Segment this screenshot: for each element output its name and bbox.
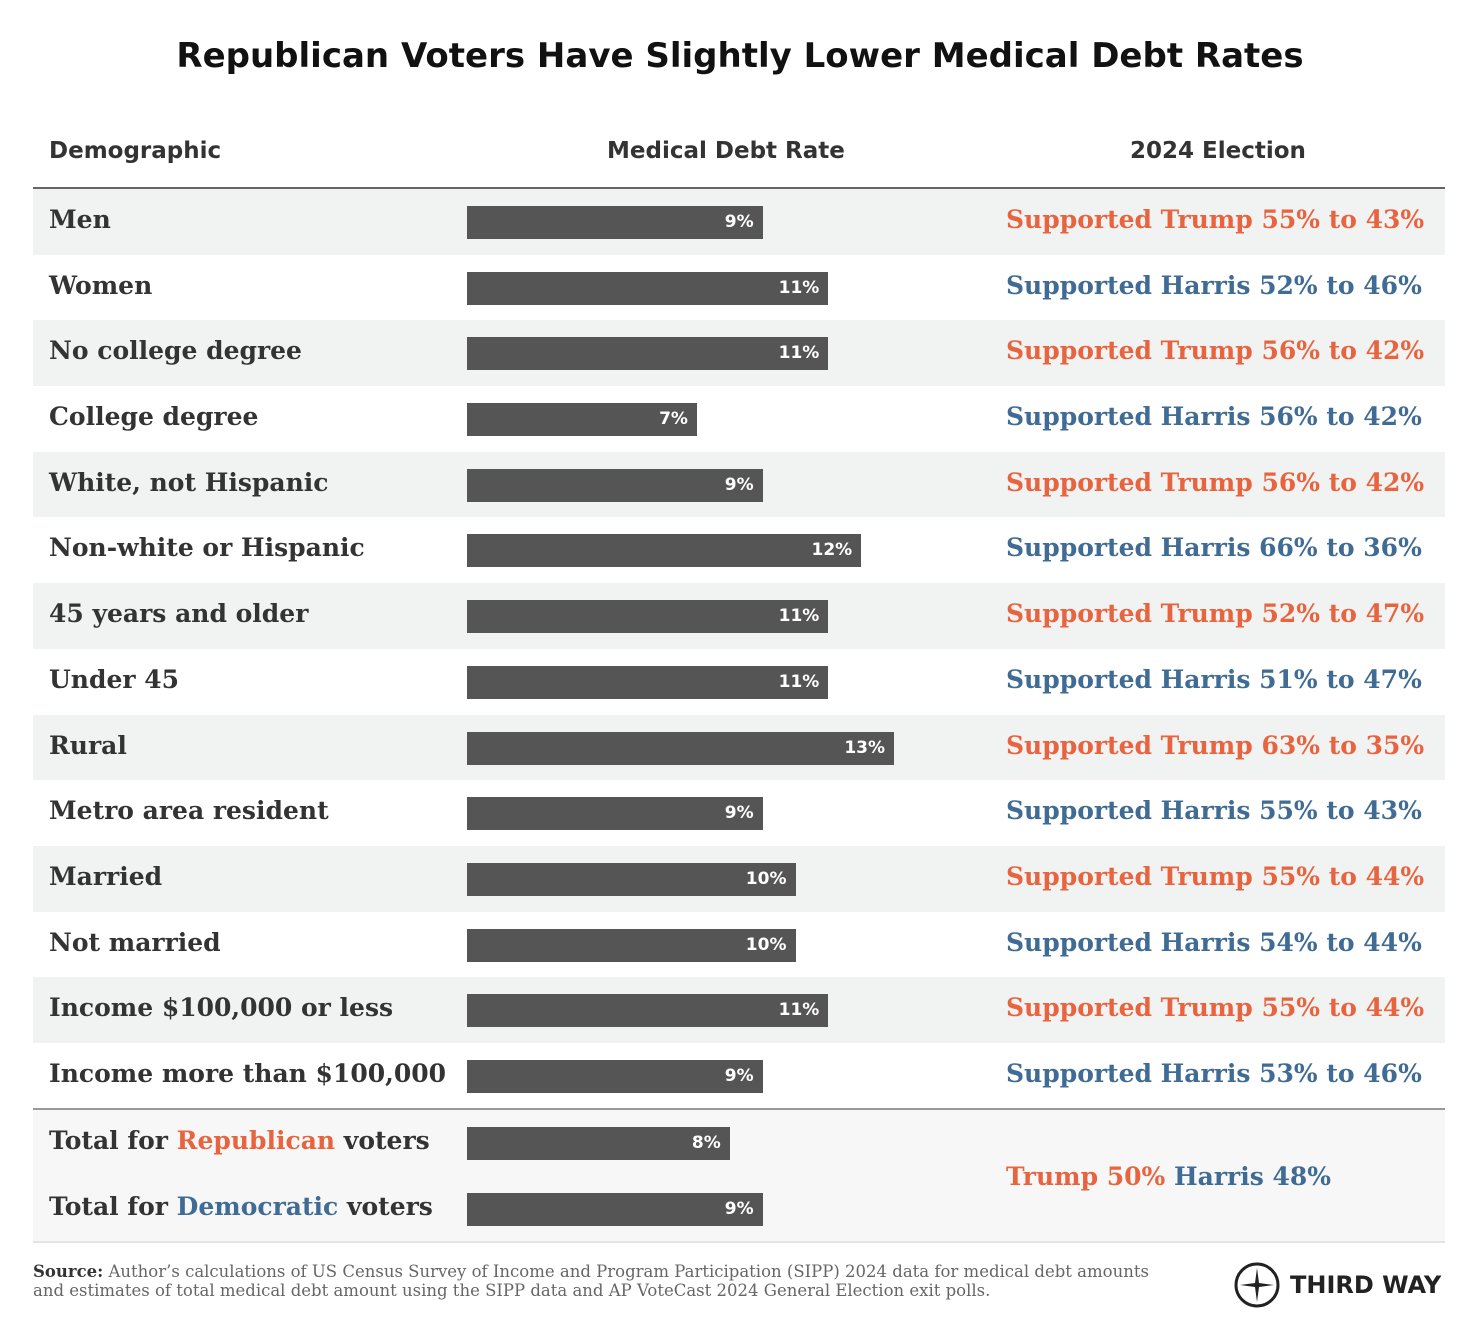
- totals-harris: Harris 48%: [1174, 1162, 1332, 1191]
- debt-rate-bar: 9%: [467, 797, 763, 831]
- compass-star-icon: [1234, 1262, 1280, 1308]
- logo: THIRD WAY: [1234, 1262, 1441, 1308]
- totals-row: Total for Republican voters 8%: [33, 1110, 1445, 1176]
- debt-rate-bar: 10%: [467, 928, 796, 962]
- totals-election: Trump 50% Harris 48%: [1006, 1162, 1331, 1191]
- debt-rate-bar: 11%: [467, 600, 829, 634]
- debt-rate-bar: 11%: [467, 665, 829, 699]
- debt-rate-bar: 12%: [467, 534, 862, 568]
- totals-section: Total for Republican voters 8% Total for …: [33, 1110, 1445, 1243]
- totals-label: Total for Republican voters: [49, 1126, 430, 1155]
- table-row: Income $100,000 or less 11% Supported Tr…: [33, 977, 1445, 1043]
- table-row: No college degree 11% Supported Trump 56…: [33, 320, 1445, 387]
- debt-rate-bar: 13%: [467, 731, 895, 765]
- header-rule: [33, 187, 1445, 189]
- election-result: Supported Harris 55% to 43%: [1006, 796, 1422, 826]
- table-row: Not married 10% Supported Harris 54% to …: [33, 912, 1445, 978]
- demographic-label: Non-white or Hispanic: [49, 533, 365, 563]
- election-result: Supported Trump 55% to 44%: [1006, 861, 1425, 891]
- logo-text: THIRD WAY: [1290, 1271, 1442, 1299]
- demographic-label: Women: [49, 270, 153, 300]
- demographic-label: Income $100,000 or less: [49, 993, 394, 1023]
- debt-rate-bar: 11%: [467, 271, 829, 305]
- election-result: Supported Harris 56% to 42%: [1006, 402, 1422, 432]
- demographic-label: White, not Hispanic: [49, 467, 329, 497]
- election-result: Supported Trump 56% to 42%: [1006, 336, 1425, 366]
- demographic-label: Metro area resident: [49, 796, 329, 826]
- source-label: Source:: [33, 1262, 104, 1281]
- chart-title: Republican Voters Have Slightly Lower Me…: [176, 36, 1304, 76]
- totals-bar: 9%: [467, 1192, 763, 1226]
- debt-rate-bar: 9%: [467, 1059, 763, 1093]
- table-body: Men 9% Supported Trump 55% to 43% Women 1…: [33, 189, 1445, 1109]
- demographic-label: College degree: [49, 402, 259, 432]
- debt-rate-bar: 10%: [467, 862, 796, 896]
- demographic-label: Income more than $100,000: [49, 1058, 447, 1088]
- table-row: Men 9% Supported Trump 55% to 43%: [33, 189, 1445, 255]
- demographic-label: Under 45: [49, 664, 180, 694]
- table-row: Under 45 11% Supported Harris 51% to 47%: [33, 649, 1445, 715]
- table-row: Rural 13% Supported Trump 63% to 35%: [33, 714, 1445, 781]
- table-row: White, not Hispanic 9% Supported Trump 5…: [33, 451, 1445, 518]
- election-result: Supported Harris 53% to 46%: [1006, 1058, 1422, 1088]
- election-result: Supported Harris 51% to 47%: [1006, 664, 1422, 694]
- totals-bar: 8%: [467, 1127, 730, 1160]
- totals-rule: [33, 1108, 1445, 1110]
- election-result: Supported Trump 55% to 43%: [1006, 205, 1425, 234]
- totals-label: Total for Democratic voters: [49, 1191, 433, 1221]
- totals-row: Total for Democratic voters 9%: [33, 1176, 1445, 1242]
- table-row: Non-white or Hispanic 12% Supported Harr…: [33, 517, 1445, 583]
- election-result: Supported Trump 52% to 47%: [1006, 599, 1425, 629]
- election-result: Supported Harris 52% to 46%: [1006, 270, 1422, 300]
- header-demographic: Demographic: [49, 138, 222, 164]
- debt-rate-bar: 9%: [467, 206, 763, 239]
- source-note: Source: Author’s calculations of US Cens…: [33, 1262, 1153, 1300]
- debt-rate-bar: 11%: [467, 994, 829, 1028]
- party-word: Democratic: [176, 1191, 339, 1221]
- election-result: Supported Trump 55% to 44%: [1006, 993, 1425, 1023]
- table-row: Married 10% Supported Trump 55% to 44%: [33, 845, 1445, 912]
- election-result: Supported Harris 66% to 36%: [1006, 533, 1422, 563]
- demographic-label: No college degree: [49, 336, 302, 366]
- table-row: 45 years and older 11% Supported Trump 5…: [33, 583, 1445, 649]
- demographic-label: 45 years and older: [49, 599, 309, 629]
- debt-rate-bar: 11%: [467, 337, 829, 371]
- table-row: Income more than $100,000 9% Supported H…: [33, 1043, 1445, 1109]
- table-row: Women 11% Supported Harris 52% to 46%: [33, 255, 1445, 321]
- demographic-label: Rural: [49, 730, 127, 760]
- header-rate: Medical Debt Rate: [607, 138, 845, 164]
- election-result: Supported Harris 54% to 44%: [1006, 927, 1422, 957]
- election-result: Supported Trump 63% to 35%: [1006, 730, 1425, 760]
- debt-rate-bar: 7%: [467, 403, 697, 437]
- source-text: Author’s calculations of US Census Surve…: [33, 1262, 1149, 1300]
- totals-trump: Trump 50%: [1006, 1162, 1166, 1191]
- table-row: Metro area resident 9% Supported Harris …: [33, 780, 1445, 846]
- table-row: College degree 7% Supported Harris 56% t…: [33, 386, 1445, 452]
- header-election: 2024 Election: [1130, 138, 1306, 164]
- demographic-label: Men: [49, 205, 111, 234]
- party-word: Republican: [176, 1126, 336, 1155]
- election-result: Supported Trump 56% to 42%: [1006, 467, 1425, 497]
- demographic-label: Married: [49, 861, 163, 891]
- debt-rate-bar: 9%: [467, 468, 763, 502]
- demographic-label: Not married: [49, 927, 221, 957]
